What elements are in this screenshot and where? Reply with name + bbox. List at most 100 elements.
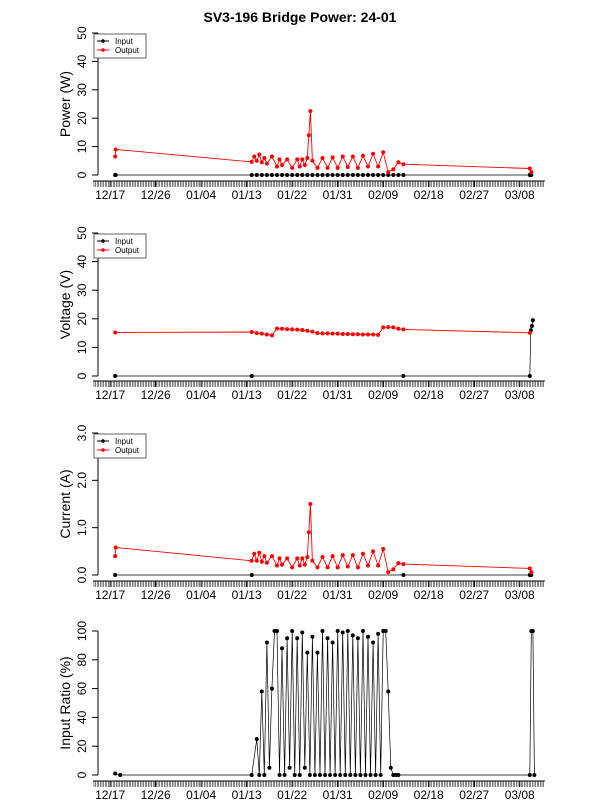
data-point xyxy=(113,147,118,152)
y-tick-label: 40 xyxy=(75,255,89,269)
y-tick-label: 20 xyxy=(75,312,89,326)
data-point xyxy=(345,331,350,336)
series-output xyxy=(113,325,532,338)
data-point xyxy=(300,556,305,561)
data-point xyxy=(338,773,343,777)
data-point xyxy=(330,173,335,177)
data-point xyxy=(259,559,264,564)
data-point xyxy=(259,331,264,336)
x-minor-ticks xyxy=(93,381,544,387)
data-point xyxy=(396,173,401,177)
data-point xyxy=(360,629,365,633)
data-point xyxy=(295,173,300,177)
data-point xyxy=(277,157,282,162)
data-point xyxy=(297,773,302,777)
data-point xyxy=(320,331,325,336)
data-point xyxy=(308,109,313,114)
y-tick-label: 60 xyxy=(75,682,89,696)
y-tick-label: 100 xyxy=(75,621,89,641)
series-input xyxy=(113,318,535,378)
data-point xyxy=(269,554,274,559)
data-point xyxy=(274,173,279,177)
data-point xyxy=(355,165,360,170)
data-point xyxy=(366,173,371,177)
data-point xyxy=(376,332,381,337)
data-point xyxy=(310,558,315,563)
data-point xyxy=(249,173,254,177)
legend-marker xyxy=(101,439,105,443)
data-point xyxy=(386,570,391,575)
y-tick-label: 2.0 xyxy=(75,472,89,489)
y-tick-label: 0.0 xyxy=(75,566,89,583)
legend-label: Input xyxy=(115,237,134,246)
data-point xyxy=(350,173,355,177)
x-tick-label: 01/04 xyxy=(186,588,216,602)
y-tick-label: 20 xyxy=(75,111,89,125)
data-point xyxy=(249,773,254,777)
data-point xyxy=(315,165,320,170)
x-tick-label: 12/26 xyxy=(141,788,171,800)
data-point xyxy=(280,646,285,651)
data-point xyxy=(292,773,297,777)
data-point xyxy=(323,773,328,777)
data-point xyxy=(285,327,290,332)
y-tick-label: 40 xyxy=(75,710,89,724)
x-tick-label: 12/26 xyxy=(141,388,171,402)
data-point xyxy=(376,173,381,177)
data-point xyxy=(371,332,376,337)
series-line xyxy=(115,320,534,377)
data-point xyxy=(259,160,264,165)
data-point xyxy=(391,567,396,572)
x-tick-label: 12/26 xyxy=(141,188,171,202)
data-point xyxy=(262,773,267,777)
data-point xyxy=(373,773,378,777)
data-point xyxy=(368,773,373,777)
legend-label: Output xyxy=(115,46,140,55)
data-point xyxy=(401,162,406,167)
data-point xyxy=(360,551,365,556)
data-point xyxy=(366,634,371,639)
data-point xyxy=(305,155,310,160)
data-point xyxy=(345,629,350,633)
data-point xyxy=(113,771,118,776)
data-point xyxy=(264,640,269,645)
data-point xyxy=(113,545,118,550)
data-point xyxy=(280,163,285,168)
data-point xyxy=(267,765,272,770)
x-tick-label: 03/08 xyxy=(505,788,535,800)
series-input xyxy=(113,629,537,777)
legend-box xyxy=(93,433,147,459)
data-point xyxy=(376,631,381,636)
data-point xyxy=(529,573,534,577)
data-point xyxy=(305,555,310,560)
data-point xyxy=(401,327,406,332)
data-point xyxy=(529,570,534,575)
data-point xyxy=(274,326,279,331)
data-point xyxy=(381,325,386,330)
data-point xyxy=(295,636,300,641)
data-point xyxy=(340,154,345,159)
data-point xyxy=(302,765,307,770)
data-point xyxy=(295,556,300,561)
data-point xyxy=(113,154,118,159)
x-tick-label: 02/27 xyxy=(459,588,489,602)
data-point xyxy=(335,629,340,633)
x-tick-label: 01/31 xyxy=(323,788,353,800)
series-output xyxy=(113,109,534,175)
x-tick-label: 12/17 xyxy=(95,188,125,202)
data-point xyxy=(257,152,262,157)
data-point xyxy=(330,640,335,645)
data-point xyxy=(307,773,312,777)
data-point xyxy=(355,636,360,641)
legend-marker xyxy=(101,239,105,243)
data-point xyxy=(300,173,305,177)
legend-box xyxy=(93,233,147,259)
data-point xyxy=(381,173,386,177)
x-tick-label: 02/27 xyxy=(459,788,489,800)
data-point xyxy=(320,629,325,633)
data-point xyxy=(269,333,274,338)
data-point xyxy=(527,773,532,777)
data-point xyxy=(269,154,274,159)
x-tick-label: 01/13 xyxy=(232,788,262,800)
